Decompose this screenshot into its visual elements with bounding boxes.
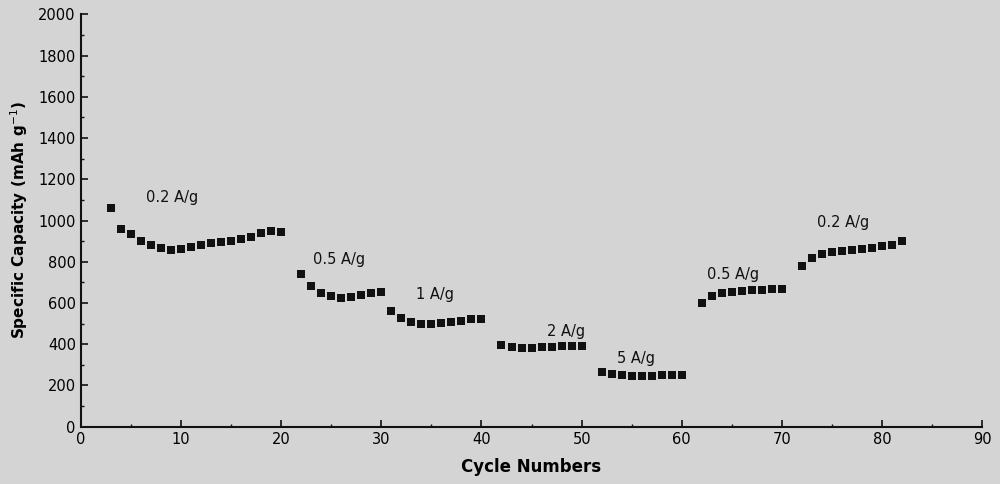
Y-axis label: Specific Capacity (mAh g$^{-1}$): Specific Capacity (mAh g$^{-1}$) bbox=[8, 102, 30, 339]
Text: 0.2 A/g: 0.2 A/g bbox=[146, 190, 198, 205]
Text: 2 A/g: 2 A/g bbox=[547, 324, 585, 339]
Text: 0.2 A/g: 0.2 A/g bbox=[817, 215, 869, 230]
Text: 5 A/g: 5 A/g bbox=[617, 351, 655, 366]
Text: 0.5 A/g: 0.5 A/g bbox=[707, 267, 759, 282]
Text: 0.5 A/g: 0.5 A/g bbox=[313, 252, 365, 267]
X-axis label: Cycle Numbers: Cycle Numbers bbox=[461, 458, 602, 476]
Text: 1 A/g: 1 A/g bbox=[416, 287, 454, 302]
